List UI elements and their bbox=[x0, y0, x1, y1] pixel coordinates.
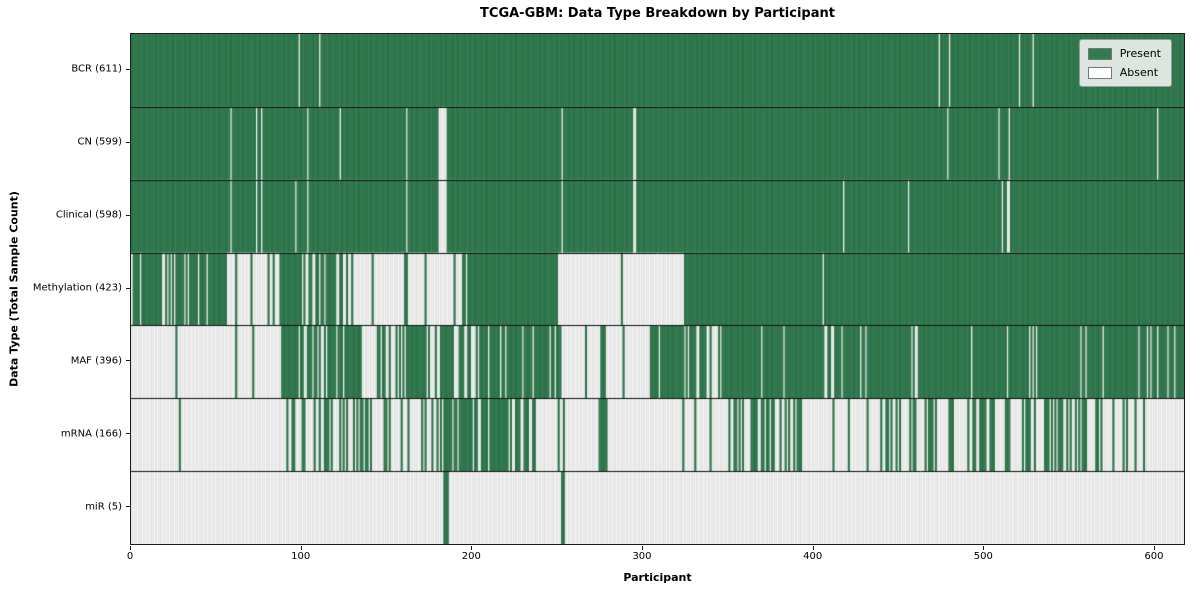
y-tick-mark bbox=[126, 141, 130, 143]
x-tick-mark bbox=[471, 546, 473, 550]
legend: Present Absent bbox=[1078, 39, 1172, 87]
legend-entry-absent: Absent bbox=[1087, 66, 1161, 79]
present-swatch-icon bbox=[1087, 47, 1112, 60]
x-tick-mark bbox=[130, 546, 131, 550]
y-tick-label: mRNA (166) bbox=[60, 428, 122, 440]
x-tick-label: 400 bbox=[803, 551, 823, 562]
x-tick-label: 0 bbox=[126, 551, 134, 562]
x-tick-label: 200 bbox=[461, 551, 481, 562]
x-tick-label: 300 bbox=[632, 551, 652, 562]
y-tick-mark bbox=[126, 360, 130, 362]
y-tick-label: BCR (611) bbox=[71, 63, 122, 75]
y-tick-label: MAF (396) bbox=[70, 355, 122, 367]
x-tick-mark bbox=[812, 546, 814, 550]
absent-swatch-icon bbox=[1087, 66, 1112, 79]
x-tick-label: 500 bbox=[973, 551, 993, 562]
x-tick-label: 100 bbox=[291, 551, 311, 562]
plot-area: Present Absent bbox=[130, 33, 1185, 545]
x-tick-label: 600 bbox=[1144, 551, 1164, 562]
chart-title: TCGA-GBM: Data Type Breakdown by Partici… bbox=[480, 6, 835, 21]
y-tick-mark bbox=[126, 287, 130, 289]
legend-entry-present: Present bbox=[1087, 47, 1161, 60]
x-tick-mark bbox=[983, 546, 985, 550]
legend-label-absent: Absent bbox=[1119, 66, 1159, 79]
y-tick-mark bbox=[126, 506, 130, 508]
x-axis-title: Participant bbox=[623, 571, 692, 584]
y-tick-mark bbox=[126, 68, 130, 70]
y-tick-label: CN (599) bbox=[77, 136, 122, 148]
x-tick-mark bbox=[641, 546, 643, 550]
y-tick-label: Clinical (598) bbox=[55, 209, 122, 221]
x-tick-mark bbox=[300, 546, 302, 550]
y-tick-mark bbox=[126, 433, 130, 435]
heatmap-canvas bbox=[131, 34, 1184, 544]
y-tick-label: miR (5) bbox=[85, 501, 122, 513]
y-tick-label: Methylation (423) bbox=[32, 282, 122, 294]
x-tick-mark bbox=[1153, 546, 1155, 550]
legend-label-present: Present bbox=[1119, 47, 1161, 60]
y-tick-mark bbox=[126, 214, 130, 216]
